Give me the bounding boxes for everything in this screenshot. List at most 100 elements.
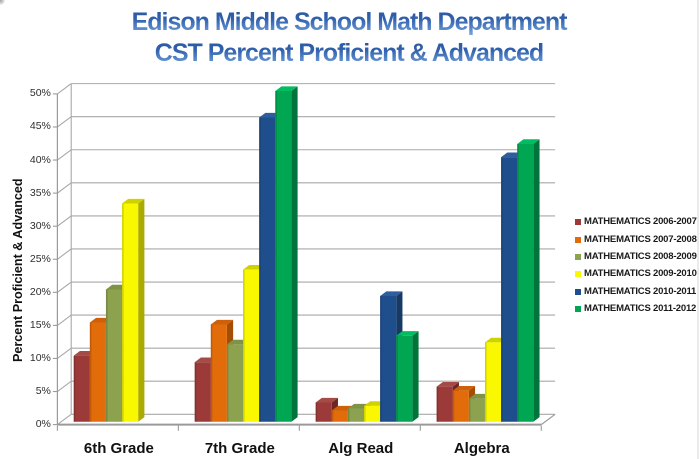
grid-line: [57, 182, 72, 194]
bar-left-bevel: [517, 143, 519, 422]
y-tick-label: 45%: [29, 120, 51, 133]
bar-top-face: [210, 319, 234, 325]
bar-left-bevel: [259, 117, 261, 422]
bar-front-face: [210, 324, 227, 422]
y-tick-label: 50%: [29, 87, 51, 100]
bar-front-face: [275, 91, 292, 422]
legend-label: MATHEMATICS 2006-2007: [584, 216, 697, 228]
bar-side-face: [412, 331, 419, 422]
legend-swatch: [575, 253, 581, 260]
bar-top-face: [275, 86, 298, 92]
y-tick-label: 10%: [29, 351, 51, 364]
legend-swatch: [575, 305, 581, 312]
bar-top-face: [122, 198, 145, 204]
bar-front-face: [331, 410, 348, 422]
category-label: 6th Grade: [83, 440, 154, 457]
legend-swatch: [575, 236, 581, 243]
grid-line: [57, 215, 72, 227]
legend-label: MATHEMATICS 2010-2011: [584, 285, 697, 297]
chart-title-line-2: CST Percent Proficient & Advanced: [0, 38, 698, 69]
screen-edge-line: [697, 0, 699, 459]
grid-line: [57, 116, 72, 128]
bar-side-face: [291, 86, 298, 422]
bar-left-bevel: [380, 296, 382, 422]
bar-front-face: [105, 289, 123, 422]
legend-label: MATHEMATICS 2008-2009: [584, 250, 697, 262]
grid-line: [57, 248, 72, 260]
bar-left-bevel: [347, 408, 350, 422]
bar-front-face: [89, 322, 106, 422]
bar-front-face: [452, 390, 469, 422]
legend-label: MATHEMATICS 2009-2010: [584, 268, 697, 280]
bar-left-bevel: [468, 398, 471, 422]
bar-front-face: [501, 157, 518, 422]
bar-front-face: [484, 342, 502, 422]
y-tick-label: 30%: [29, 219, 51, 232]
legend-swatch: [575, 219, 581, 226]
bar-top-face: [517, 139, 540, 144]
bar-front-face: [194, 362, 211, 422]
grid-line: [57, 149, 72, 161]
bar-left-bevel: [105, 289, 108, 422]
chart-title-line-1: Edison Middle School Math Department: [0, 7, 698, 38]
bar-front-face: [122, 203, 139, 422]
bar-left-bevel: [122, 203, 124, 422]
y-tick-label: 0%: [35, 418, 51, 431]
y-axis-title: Percent Proficient & Advanced: [10, 178, 25, 362]
bar-front-face: [396, 335, 413, 422]
bar-left-bevel: [194, 362, 197, 422]
bar-left-bevel: [226, 344, 229, 422]
bar-top-face: [315, 397, 338, 403]
bar-side-face: [533, 139, 540, 422]
bar-left-bevel: [315, 402, 318, 422]
grid-line: [57, 281, 72, 293]
y-tick-label: 25%: [29, 252, 51, 265]
bar-left-bevel: [89, 322, 92, 422]
bar-left-bevel: [452, 390, 455, 422]
corner-smudge: [0, 0, 5, 5]
category-label: 7th Grade: [204, 440, 275, 457]
category-label: Alg Read: [328, 440, 394, 457]
legend-label: MATHEMATICS 2011-2012: [584, 302, 697, 314]
grid-line: [57, 347, 72, 359]
y-tick-label: 5%: [35, 385, 51, 398]
y-tick-label: 40%: [29, 153, 51, 166]
bar-left-bevel: [436, 386, 439, 422]
bar-top-face: [452, 386, 476, 391]
bar-front-face: [226, 344, 244, 422]
chart-title: Edison Middle School Math Department CST…: [0, 7, 698, 69]
grid-line: [57, 413, 72, 426]
legend-swatch: [575, 271, 581, 278]
bar-front-face: [468, 398, 485, 422]
bar-left-bevel: [275, 91, 277, 422]
bar-front-face: [364, 405, 381, 422]
bar-front-face: [347, 408, 364, 422]
bar-side-face: [138, 198, 145, 422]
bar-front-face: [243, 269, 260, 422]
bar-front-face: [73, 355, 90, 422]
bar-left-bevel: [243, 269, 245, 422]
bar-top-face: [380, 291, 403, 297]
bar-left-bevel: [396, 335, 398, 422]
bar-left-bevel: [501, 157, 503, 422]
bar-front-face: [517, 143, 534, 422]
y-tick-label: 15%: [29, 318, 51, 331]
grid-line: [540, 413, 556, 426]
bar-top-face: [396, 331, 419, 336]
bar-left-bevel: [484, 342, 487, 422]
bar-left-bevel: [210, 324, 213, 422]
bar-left-bevel: [364, 405, 366, 422]
legend-swatch: [575, 288, 581, 295]
grid-line: [57, 83, 72, 95]
y-tick-label: 35%: [29, 186, 51, 199]
bar-left-bevel: [331, 410, 334, 422]
legend-label: MATHEMATICS 2007-2008: [584, 233, 697, 245]
y-tick-label: 20%: [29, 285, 51, 298]
category-label: Algebra: [453, 440, 510, 457]
grid-line: [57, 380, 72, 392]
bar-top-face: [436, 382, 459, 387]
grid-line: [57, 314, 72, 326]
bar-left-bevel: [73, 355, 76, 422]
